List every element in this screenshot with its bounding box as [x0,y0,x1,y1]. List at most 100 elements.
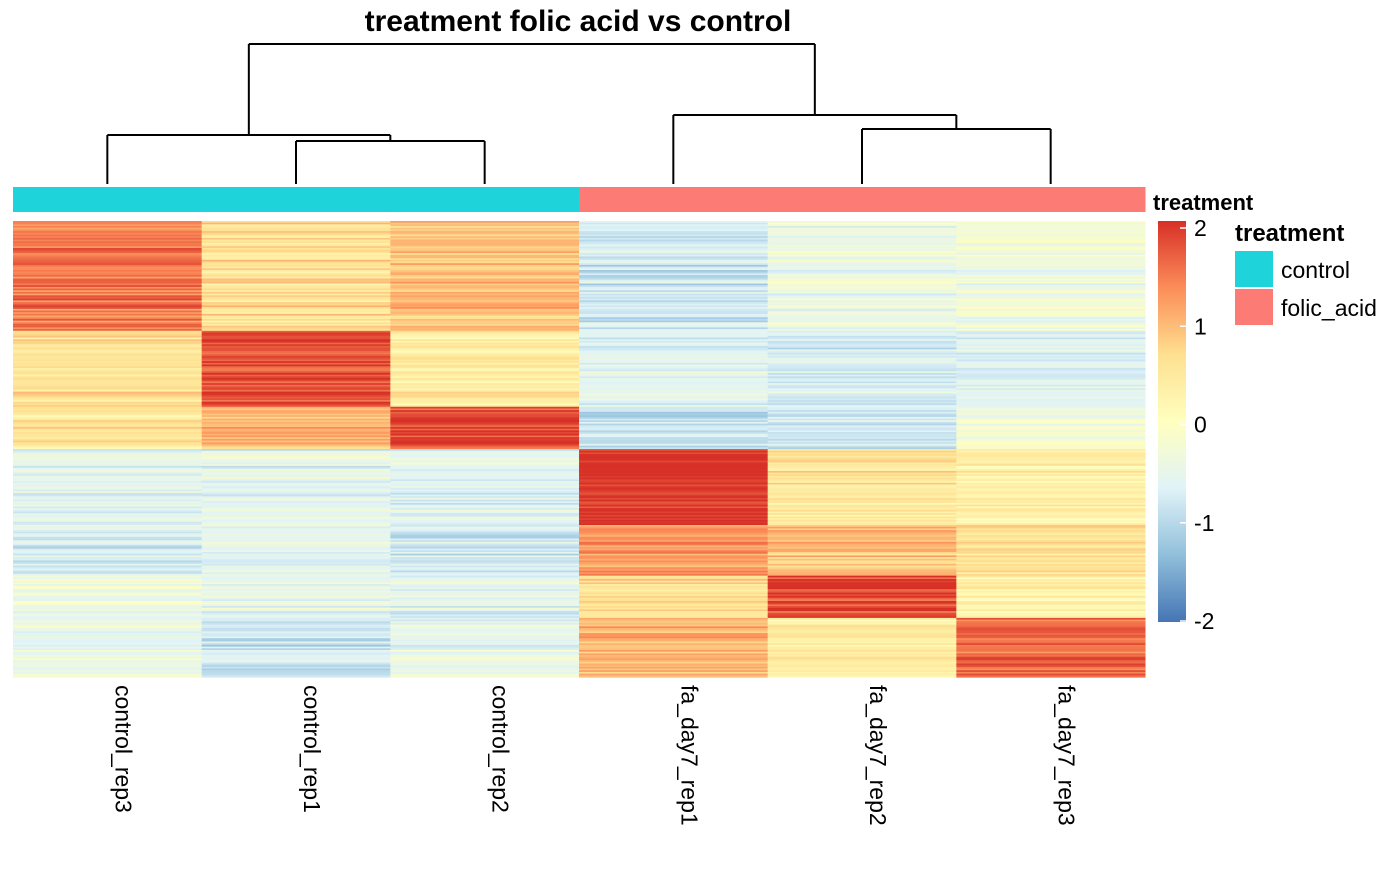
heatmap-cell [956,592,1146,595]
heatmap-cell [956,433,1146,437]
heatmap-cell [767,406,957,410]
heatmap-cell [767,224,957,227]
heatmap-cell [579,344,769,347]
heatmap-cell [956,626,1146,629]
heatmap-cell [579,222,769,225]
heatmap-cell [13,249,203,252]
heatmap-cell [390,526,580,529]
heatmap-cell [13,589,203,592]
heatmap-cell [956,459,1146,462]
heatmap-cell [13,530,203,533]
heatmap-cell [13,376,203,379]
heatmap-cell [201,416,391,420]
heatmap-cell [201,638,391,641]
heatmap-cell [767,590,957,594]
heatmap-cell [201,543,391,546]
legend-label: control [1281,257,1350,283]
heatmap-cell [767,589,957,592]
heatmap-cell [767,592,957,595]
heatmap-cell [13,312,203,315]
heatmap-cell [201,420,391,423]
heatmap-cell [767,283,957,286]
heatmap-cell [390,504,580,508]
heatmap-cell [390,541,580,545]
heatmap-cell [579,636,769,639]
heatmap-cell [956,486,1146,489]
heatmap-cell [13,631,203,634]
heatmap-cell [13,665,203,668]
heatmap-cell [201,381,391,384]
heatmap-cell [956,361,1146,364]
heatmap-cell [13,325,203,328]
heatmap-cell [579,232,769,236]
heatmap-cell [579,251,769,254]
heatmap-cell [13,450,203,453]
heatmap-cell [13,330,203,334]
heatmap-cell [13,342,203,345]
heatmap-cell [956,590,1146,594]
heatmap-cell [956,376,1146,379]
heatmap-cell [579,611,769,614]
heatmap-cell [579,352,769,356]
heatmap-cell [767,411,957,415]
heatmap-cell [579,655,769,658]
heatmap-cell [13,514,203,518]
heatmap-cell [201,324,391,327]
heatmap-cell [767,342,957,345]
heatmap-cell [956,464,1146,467]
heatmap-cell [956,325,1146,328]
heatmap-cell [201,504,391,508]
heatmap-cell [579,249,769,252]
heatmap-cell [956,633,1146,636]
heatmap-cell [201,628,391,631]
heatmap-cell [767,540,957,543]
heatmap-cell [13,580,203,584]
heatmap-cell [767,249,957,252]
heatmap-cell [201,449,391,452]
heatmap-cell [579,291,769,295]
heatmap-cell [390,410,580,413]
heatmap-cell [201,386,391,389]
heatmap-cell [13,400,203,403]
heatmap-cell [767,648,957,651]
heatmap-cell [579,401,769,404]
heatmap-cell [767,330,957,334]
heatmap-cell [767,421,957,425]
heatmap-cell [390,462,580,465]
heatmap-cell [579,467,769,470]
heatmap-cell [579,405,769,408]
heatmap-cell [956,469,1146,472]
heatmap-cell [13,393,203,396]
heatmap-cell [201,317,391,320]
heatmap-cell [390,329,580,332]
heatmap-cell [767,487,957,491]
heatmap-cell [956,570,1146,573]
heatmap-cell [201,599,391,602]
heatmap-cell [579,484,769,487]
heatmap-cell [579,231,769,234]
heatmap-cell [390,595,580,599]
heatmap-cell [390,472,580,475]
heatmap-cell [579,509,769,513]
heatmap-cell [201,249,391,252]
heatmap-cell [767,447,957,450]
heatmap-cell [956,636,1146,639]
heatmap-cell [767,523,957,526]
heatmap-cell [13,484,203,487]
heatmap-cell [390,254,580,258]
heatmap-cell [767,226,957,229]
heatmap-cell [956,231,1146,234]
heatmap-cell [13,261,203,264]
heatmap-cell [13,624,203,627]
heatmap-cell [767,418,957,421]
heatmap-cell [201,491,391,494]
heatmap-cell [390,418,580,421]
heatmap-cell [579,278,769,281]
heatmap-cell [956,641,1146,644]
heatmap-cell [13,540,203,543]
heatmap-cell [956,420,1146,423]
heatmap-cell [579,589,769,592]
heatmap-cell [767,513,957,516]
heatmap-cell [579,298,769,301]
heatmap-cell [13,256,203,259]
